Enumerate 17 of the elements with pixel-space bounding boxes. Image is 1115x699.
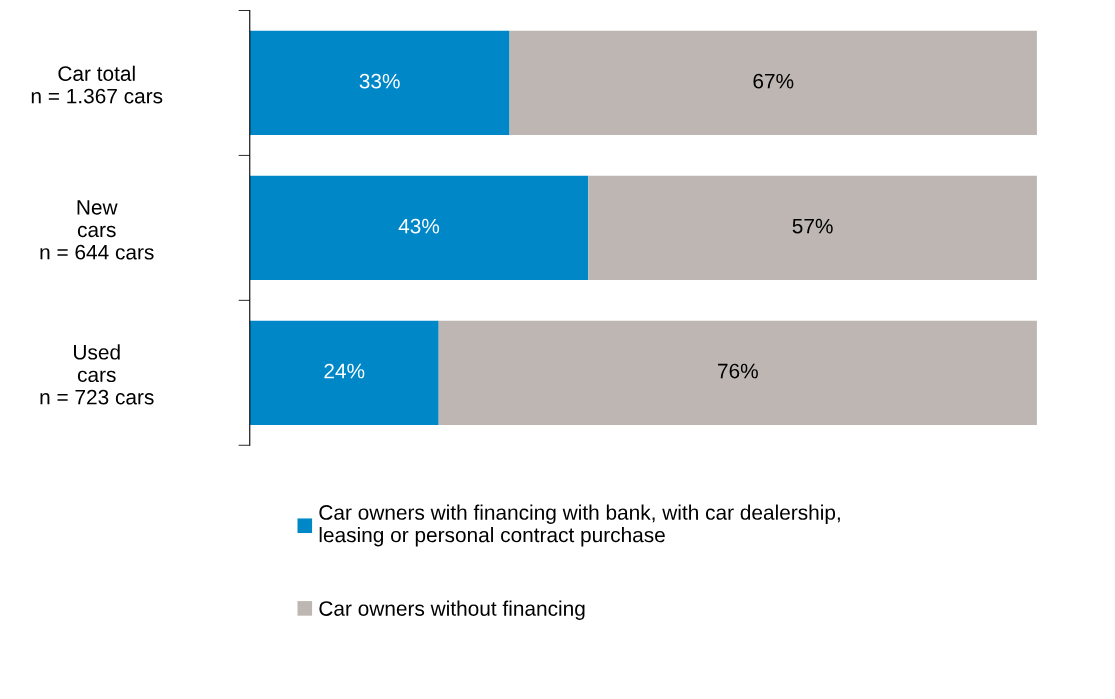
data-label: 76% — [718, 363, 758, 379]
bar — [249, 320, 439, 425]
data-label: 57% — [792, 218, 833, 234]
bar — [588, 175, 1037, 281]
data-label: 33% — [359, 73, 400, 89]
legend-label: Car owners with financing with bank, with car dealership, leasing or personal contract purchase — [319, 504, 840, 547]
data-label: 43% — [398, 218, 440, 234]
y-tick-label: Used cars n = 723 cars — [40, 344, 154, 405]
data-label: 24% — [324, 363, 365, 379]
bar — [509, 30, 1037, 136]
bar — [249, 30, 510, 136]
bar — [249, 175, 589, 281]
bar — [438, 320, 1037, 425]
y-tick-label: Car total n = 1.367 cars — [31, 65, 163, 104]
data-label: 67% — [753, 73, 794, 89]
y-tick-label: New cars n = 644 cars — [40, 200, 154, 260]
legend-label: Car owners without financing — [319, 600, 585, 620]
